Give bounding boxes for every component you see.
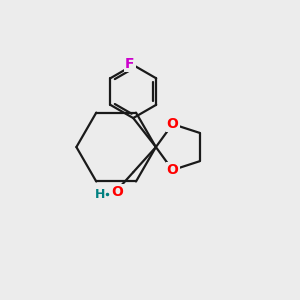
Text: H: H xyxy=(95,188,105,201)
Text: F: F xyxy=(125,57,134,70)
Text: O: O xyxy=(167,117,178,131)
Text: O: O xyxy=(111,185,123,199)
Text: O: O xyxy=(167,163,178,177)
